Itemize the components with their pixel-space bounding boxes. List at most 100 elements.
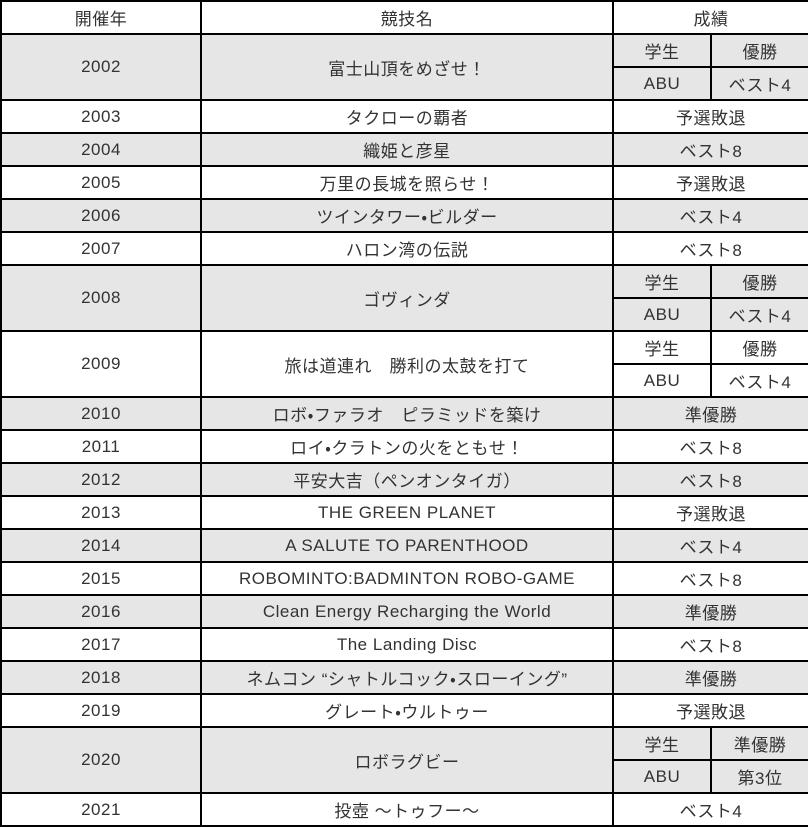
division-cell: ABU xyxy=(612,363,712,398)
result-cell: ベスト4 xyxy=(612,792,808,827)
table-row: 2012 平安大吉（ペンオンタイガ） ベスト8 xyxy=(0,462,808,497)
result-cell: ベスト8 xyxy=(612,429,808,464)
competition-cell: タクローの覇者 xyxy=(200,99,614,134)
header-result: 成績 xyxy=(612,0,808,35)
result-cell: ベスト8 xyxy=(612,627,808,662)
competition-cell: ロボ・ファラオ ピラミッドを築け xyxy=(200,396,614,431)
year-cell: 2010 xyxy=(0,396,202,431)
table-row: 2003 タクローの覇者 予選敗退 xyxy=(0,99,808,134)
table-row: 2009 旅は道連れ 勝利の太鼓を打て 学生 優勝 xyxy=(0,330,808,398)
table-row: 2021 投壺 ～トゥフー～ ベスト4 xyxy=(0,792,808,827)
year-cell: 2013 xyxy=(0,495,202,530)
result-cell: 準優勝 xyxy=(710,726,808,761)
result-cell: ベスト4 xyxy=(612,528,808,563)
competition-cell: 富士山頂をめざせ！ xyxy=(200,33,614,101)
competition-cell: グレート・ウルトゥー xyxy=(200,693,614,728)
result-cell: ベスト4 xyxy=(612,198,808,233)
year-cell: 2007 xyxy=(0,231,202,266)
year-cell: 2006 xyxy=(0,198,202,233)
year-cell: 2003 xyxy=(0,99,202,134)
year-cell: 2002 xyxy=(0,33,202,101)
header-row: 開催年 競技名 成績 xyxy=(0,0,808,35)
result-cell: 予選敗退 xyxy=(612,693,808,728)
year-cell: 2008 xyxy=(0,264,202,332)
competition-cell: ツインタワー・ビルダー xyxy=(200,198,614,233)
year-cell: 2005 xyxy=(0,165,202,200)
competition-cell: ROBOMINTO:BADMINTON ROBO-GAME xyxy=(200,561,614,596)
year-cell: 2019 xyxy=(0,693,202,728)
table-row: 2005 万里の長城を照らせ！ 予選敗退 xyxy=(0,165,808,200)
competition-cell: 織姫と彦星 xyxy=(200,132,614,167)
table-row: 2015 ROBOMINTO:BADMINTON ROBO-GAME ベスト8 xyxy=(0,561,808,596)
results-table-body: 2002 富士山頂をめざせ！ 学生 優勝 ABU ベスト4 2003 タクローの覇者 予選敗退 2… xyxy=(0,33,808,827)
year-cell: 2021 xyxy=(0,792,202,827)
result-cell: ベスト4 xyxy=(710,66,808,101)
competition-cell: 万里の長城を照らせ！ xyxy=(200,165,614,200)
result-cell: 第3位 xyxy=(710,759,808,794)
year-cell: 2018 xyxy=(0,660,202,695)
year-cell: 2020 xyxy=(0,726,202,794)
table-row: 2018 ネムコン “シャトルコック・スローイング” 準優勝 xyxy=(0,660,808,695)
table-row: 2016 Clean Energy Recharging the World 準優勝 xyxy=(0,594,808,629)
result-cell: 優勝 xyxy=(710,264,808,299)
result-cell: 優勝 xyxy=(710,330,808,365)
competition-cell: ロボラグビー xyxy=(200,726,614,794)
division-cell: ABU xyxy=(612,297,712,332)
table-row: 2017 The Landing Disc ベスト8 xyxy=(0,627,808,662)
table-row: 2006 ツインタワー・ビルダー ベスト4 xyxy=(0,198,808,233)
competition-cell: ゴヴィンダ xyxy=(200,264,614,332)
table-row: 2008 ゴヴィンダ 学生 優勝 xyxy=(0,264,808,332)
table-row: ABU ベスト4 xyxy=(1,297,808,332)
year-cell: 2016 xyxy=(0,594,202,629)
year-cell: 2014 xyxy=(0,528,202,563)
table-row: ABU 第3位 xyxy=(1,759,808,794)
competition-cell: 投壺 ～トゥフー～ xyxy=(200,792,614,827)
division-cell: ABU xyxy=(612,66,712,101)
competition-cell: ロイ・クラトンの火をともせ！ xyxy=(200,429,614,464)
result-cell: 準優勝 xyxy=(612,594,808,629)
competition-cell: 平安大吉（ペンオンタイガ） xyxy=(200,462,614,497)
division-cell: 学生 xyxy=(612,726,712,761)
result-cell: 予選敗退 xyxy=(612,99,808,134)
division-cell: 学生 xyxy=(612,33,712,68)
result-cell: ベスト4 xyxy=(710,297,808,332)
competition-cell: A SALUTE TO PARENTHOOD xyxy=(200,528,614,563)
result-cell: 予選敗退 xyxy=(612,495,808,530)
competition-cell: ネムコン “シャトルコック・スローイング” xyxy=(200,660,614,695)
competition-cell: 旅は道連れ 勝利の太鼓を打て xyxy=(200,330,614,398)
result-cell: 予選敗退 xyxy=(612,165,808,200)
table-row: ABU ベスト4 xyxy=(1,363,808,398)
table-row: 2014 A SALUTE TO PARENTHOOD ベスト4 xyxy=(0,528,808,563)
header-competition: 競技名 xyxy=(200,0,614,35)
division-cell: 学生 xyxy=(612,264,712,299)
result-cell: ベスト8 xyxy=(612,462,808,497)
table-row: 2004 織姫と彦星 ベスト8 xyxy=(0,132,808,167)
competition-cell: The Landing Disc xyxy=(200,627,614,662)
result-cell: ベスト8 xyxy=(612,561,808,596)
division-cell: ABU xyxy=(612,759,712,794)
year-cell: 2004 xyxy=(0,132,202,167)
year-cell: 2017 xyxy=(0,627,202,662)
table-row: 2010 ロボ・ファラオ ピラミッドを築け 準優勝 xyxy=(0,396,808,431)
header-year: 開催年 xyxy=(0,0,202,35)
year-cell: 2011 xyxy=(0,429,202,464)
table-row: 2019 グレート・ウルトゥー 予選敗退 xyxy=(0,693,808,728)
result-cell: 準優勝 xyxy=(612,396,808,431)
result-cell: ベスト4 xyxy=(710,363,808,398)
year-cell: 2015 xyxy=(0,561,202,596)
table-row: 2020 ロボラグビー 学生 準優勝 xyxy=(0,726,808,794)
table-row: 2011 ロイ・クラトンの火をともせ！ ベスト8 xyxy=(0,429,808,464)
year-cell: 2009 xyxy=(0,330,202,398)
result-cell: ベスト8 xyxy=(612,132,808,167)
result-cell: ベスト8 xyxy=(612,231,808,266)
competition-cell: ハロン湾の伝説 xyxy=(200,231,614,266)
result-cell: 優勝 xyxy=(710,33,808,68)
competition-cell: THE GREEN PLANET xyxy=(200,495,614,530)
table-row: 2007 ハロン湾の伝説 ベスト8 xyxy=(0,231,808,266)
result-cell: 準優勝 xyxy=(612,660,808,695)
table-row: 2013 THE GREEN PLANET 予選敗退 xyxy=(0,495,808,530)
year-cell: 2012 xyxy=(0,462,202,497)
table-row: 2002 富士山頂をめざせ！ 学生 優勝 xyxy=(0,33,808,101)
competition-cell: Clean Energy Recharging the World xyxy=(200,594,614,629)
